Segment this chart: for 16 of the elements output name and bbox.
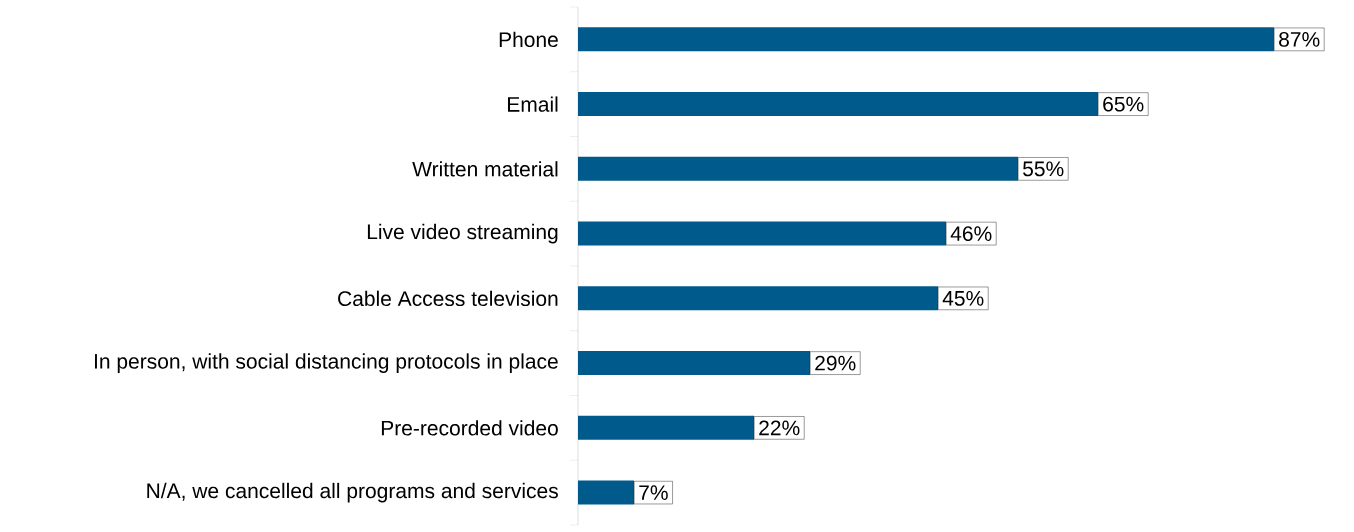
y-tick-label: Live video streaming (367, 223, 558, 244)
data-label: 22% (759, 420, 800, 436)
data-label: 65% (1103, 96, 1144, 112)
data-label: 87% (1279, 31, 1320, 47)
y-tick-label: Pre-recorded video (381, 420, 558, 436)
data-label: 45% (942, 290, 984, 306)
y-tick-label: In person, with social distancing protocols in place (94, 353, 558, 373)
data-label: 29% (815, 355, 856, 371)
y-tick-label: Cable Access television (338, 290, 558, 307)
y-tick-label: Phone (499, 31, 558, 48)
y-tick-label: N/A, we cancelled all programs and services (147, 482, 558, 503)
y-tick-label: Email (508, 96, 558, 112)
data-label: 46% (950, 226, 992, 242)
y-tick-label: Written material (412, 161, 558, 177)
data-label: 7% (639, 485, 668, 500)
data-label: 55% (1023, 161, 1064, 177)
